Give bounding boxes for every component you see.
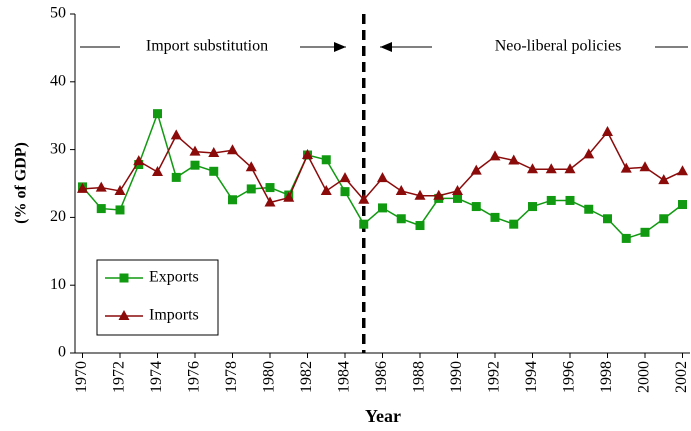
point — [265, 183, 275, 193]
point — [584, 204, 594, 214]
point — [228, 195, 237, 205]
point — [509, 219, 519, 229]
point — [603, 214, 612, 224]
point — [565, 195, 575, 205]
point — [602, 125, 613, 136]
y-tick-label: 50 — [50, 5, 66, 22]
point — [359, 219, 369, 229]
point — [96, 204, 106, 214]
x-tick-label: 1998 — [598, 361, 615, 393]
x-tick-label: 1994 — [523, 361, 540, 393]
point — [115, 205, 125, 215]
point — [302, 149, 313, 160]
point — [209, 166, 219, 176]
point — [452, 184, 463, 195]
point — [659, 214, 669, 224]
point — [527, 163, 538, 174]
point — [171, 172, 181, 182]
point — [453, 193, 462, 203]
x-tick-label: 1988 — [411, 361, 428, 393]
point — [508, 154, 520, 165]
point — [415, 221, 425, 231]
point — [77, 182, 88, 193]
point — [489, 150, 501, 161]
point — [245, 161, 257, 172]
point — [358, 193, 370, 204]
point — [208, 146, 220, 157]
point — [321, 155, 331, 165]
x-tick-label: 1980 — [261, 361, 278, 393]
x-tick-label: 1996 — [561, 361, 578, 393]
point — [546, 195, 556, 205]
x-tick-label: 1970 — [73, 361, 90, 393]
y-tick-label: 20 — [50, 208, 66, 225]
point — [396, 214, 406, 224]
y-tick-label: 30 — [50, 140, 66, 157]
annotation: Import substitution — [146, 38, 268, 55]
x-tick-label: 1984 — [336, 361, 353, 393]
x-tick-label: 1974 — [148, 361, 165, 393]
point — [677, 165, 688, 176]
x-axis-title: Year — [365, 406, 401, 426]
x-tick-label: 1978 — [223, 361, 240, 393]
point — [490, 212, 500, 222]
y-tick-label: 40 — [50, 72, 66, 89]
point — [170, 129, 182, 140]
x-tick-label: 2002 — [673, 361, 690, 393]
point — [564, 163, 576, 174]
point — [95, 181, 107, 192]
point — [583, 148, 595, 159]
y-tick-label: 0 — [58, 344, 66, 361]
point — [621, 233, 631, 243]
point — [133, 155, 145, 166]
x-tick-label: 1992 — [486, 361, 503, 393]
legend-marker — [119, 273, 129, 283]
point — [339, 172, 351, 183]
point — [378, 203, 387, 213]
point — [639, 161, 651, 172]
point — [433, 189, 445, 200]
annotation: Neo-liberal policies — [495, 38, 622, 55]
point — [114, 184, 126, 195]
point — [377, 172, 388, 183]
y-tick-label: 10 — [50, 276, 66, 293]
x-tick-label: 1986 — [373, 361, 390, 393]
x-tick-label: 2000 — [636, 361, 653, 393]
point — [678, 200, 687, 210]
point — [283, 191, 295, 202]
point — [246, 184, 256, 194]
point — [189, 145, 201, 156]
point — [658, 174, 670, 185]
point — [414, 189, 426, 200]
point — [264, 196, 276, 207]
x-tick-label: 1976 — [186, 361, 203, 393]
point — [395, 184, 407, 195]
point — [153, 109, 162, 119]
point — [470, 164, 482, 175]
point — [340, 187, 350, 197]
y-axis-title: (% of GDP) — [13, 142, 30, 224]
legend-marker — [118, 310, 130, 320]
point — [620, 162, 632, 173]
point — [152, 165, 163, 176]
point — [545, 163, 557, 174]
legend-box — [96, 259, 219, 336]
point — [227, 144, 238, 155]
x-tick-label: 1990 — [448, 361, 465, 393]
point — [190, 160, 200, 170]
point — [640, 227, 650, 237]
legend-label: Exports — [149, 269, 199, 286]
point — [471, 202, 481, 212]
x-tick-label: 1982 — [298, 361, 315, 393]
point — [320, 184, 332, 195]
point — [528, 202, 537, 212]
x-tick-label: 1972 — [111, 361, 128, 393]
legend-label: Imports — [149, 307, 199, 324]
